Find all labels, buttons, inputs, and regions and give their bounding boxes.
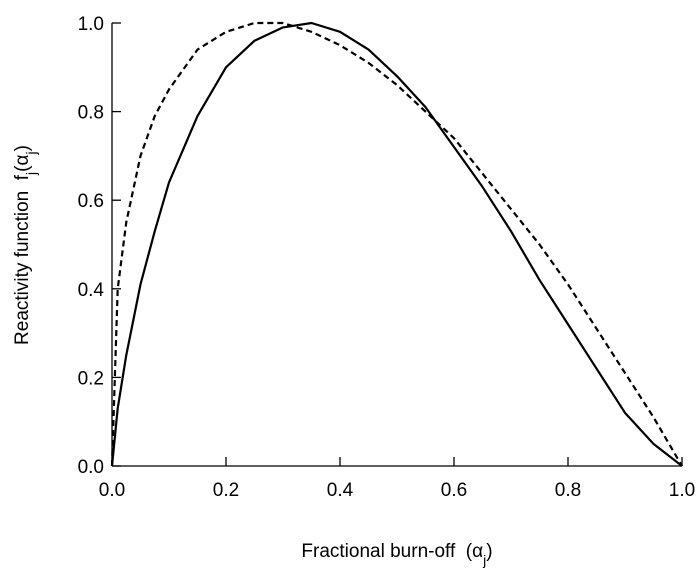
- x-tick-label: 0.6: [441, 480, 467, 501]
- y-axis-label: Reactivity function fj(αj): [12, 145, 39, 345]
- x-tick-label: 0.0: [99, 480, 125, 501]
- y-tick-label: 0.0: [78, 457, 104, 478]
- label-part: Fractional burn-off (α: [301, 541, 483, 562]
- x-tick-label: 0.8: [555, 480, 581, 501]
- x-tick-label: 0.2: [213, 480, 239, 501]
- subscript: j: [23, 151, 39, 155]
- x-tick-label: 1.0: [669, 480, 695, 501]
- y-tick-label: 0.6: [78, 191, 104, 212]
- y-tick-label: 0.8: [78, 103, 104, 124]
- series-line: [110, 21, 683, 467]
- y-tick-label: 0.4: [78, 280, 105, 301]
- label-part: Reactivity function f: [12, 174, 33, 345]
- y-tick-label: 0.2: [78, 368, 104, 389]
- x-tick-label: 0.4: [327, 480, 354, 501]
- subscript: j: [482, 552, 486, 568]
- label-part: ): [12, 145, 33, 151]
- x-axis-label: Fractional burn-off (αj): [301, 541, 492, 568]
- label-part: ): [486, 541, 492, 562]
- label-part: (α: [12, 154, 33, 171]
- y-tick-label: 1.0: [78, 14, 104, 35]
- subscript: j: [23, 172, 39, 176]
- series-line: [110, 21, 683, 467]
